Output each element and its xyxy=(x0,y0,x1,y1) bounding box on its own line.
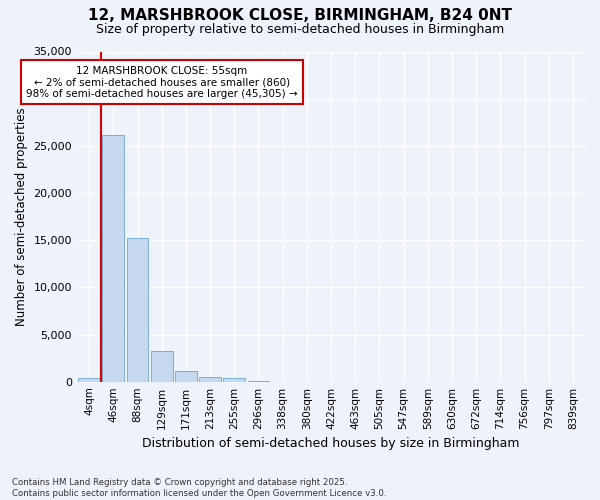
Bar xyxy=(199,377,221,382)
Text: 12 MARSHBROOK CLOSE: 55sqm
← 2% of semi-detached houses are smaller (860)
98% of: 12 MARSHBROOK CLOSE: 55sqm ← 2% of semi-… xyxy=(26,66,298,99)
Text: Contains HM Land Registry data © Crown copyright and database right 2025.
Contai: Contains HM Land Registry data © Crown c… xyxy=(12,478,386,498)
Bar xyxy=(151,350,173,382)
Bar xyxy=(223,378,245,382)
Bar xyxy=(78,378,100,382)
Text: 12, MARSHBROOK CLOSE, BIRMINGHAM, B24 0NT: 12, MARSHBROOK CLOSE, BIRMINGHAM, B24 0N… xyxy=(88,8,512,22)
Y-axis label: Number of semi-detached properties: Number of semi-detached properties xyxy=(15,108,28,326)
Bar xyxy=(103,136,124,382)
X-axis label: Distribution of semi-detached houses by size in Birmingham: Distribution of semi-detached houses by … xyxy=(142,437,520,450)
Bar xyxy=(127,238,148,382)
Text: Size of property relative to semi-detached houses in Birmingham: Size of property relative to semi-detach… xyxy=(96,22,504,36)
Bar xyxy=(175,371,197,382)
